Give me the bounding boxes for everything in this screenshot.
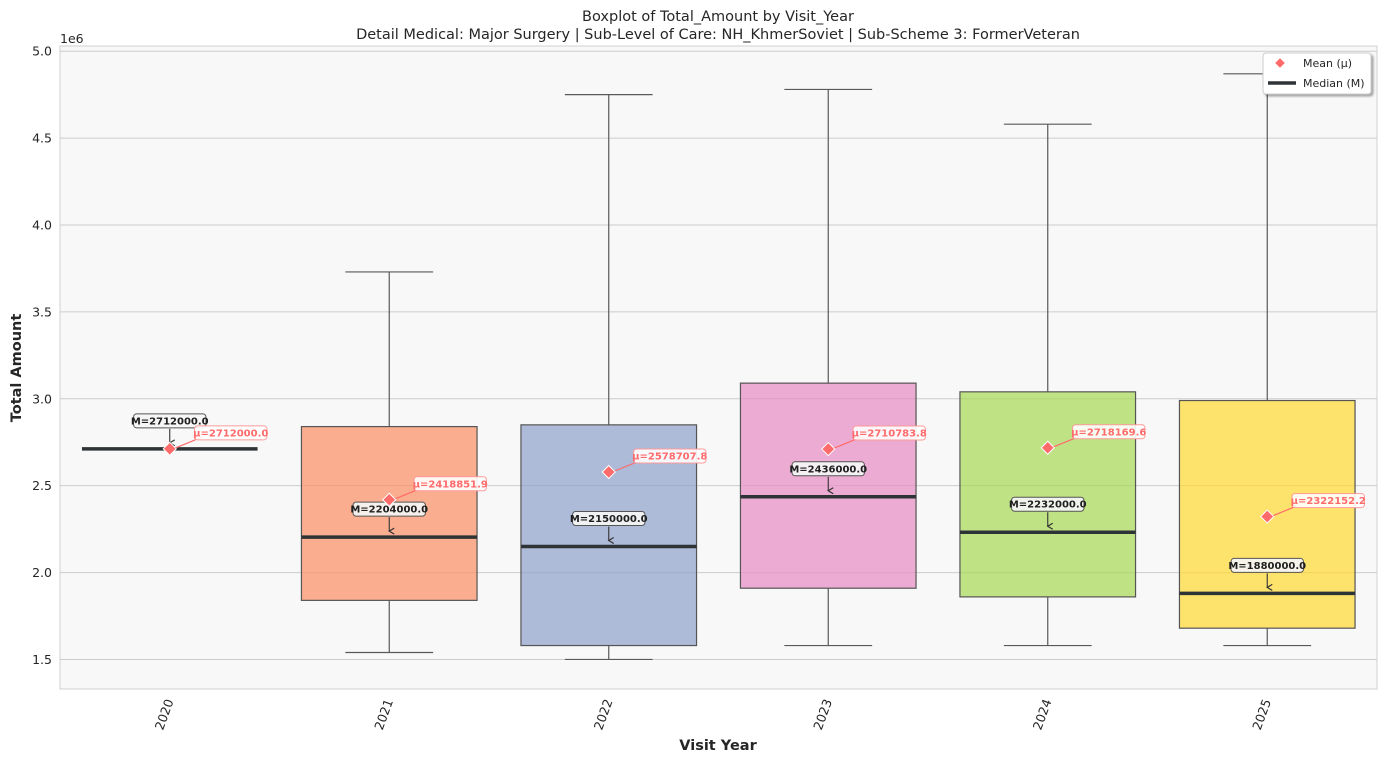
mean-marker [1260, 509, 1275, 524]
box-2024 [959, 391, 1137, 598]
mean-label: μ=2322152.2 [1291, 496, 1366, 507]
x-tick-label: 2020 [152, 697, 177, 732]
median-label: M=2150000.0 [570, 514, 648, 525]
median-label: M=2712000.0 [131, 416, 209, 427]
legend-mean-marker [1273, 56, 1287, 70]
mean-label-box [413, 476, 487, 492]
x-tick-label: 2022 [591, 697, 616, 732]
y-tick-label: 2.5 [32, 478, 52, 493]
y-tick-label: 1.5 [32, 652, 52, 667]
mean-marker [382, 492, 397, 507]
y-tick-label: 4.5 [32, 131, 52, 146]
y-axis-label: Total Amount [9, 314, 25, 423]
mean-label: μ=2718169.6 [1071, 427, 1146, 438]
grid-lines [60, 50, 1377, 660]
mean-label: μ=2418851.9 [413, 479, 488, 490]
median-label: M=2204000.0 [350, 505, 428, 516]
x-tick-label: 2023 [810, 697, 835, 732]
median-label-box [133, 413, 207, 429]
mean-label: μ=2710783.8 [852, 429, 927, 440]
chart-subtitle: Detail Medical: Major Surgery | Sub-Leve… [356, 27, 1080, 43]
mean-label: μ=2578707.8 [632, 451, 707, 462]
plot-area [59, 45, 1378, 690]
x-tick-label: 2024 [1030, 697, 1055, 732]
median-label: M=1880000.0 [1228, 561, 1306, 572]
mean-marker [601, 464, 616, 480]
chart-title: Boxplot of Total_Amount by Visit_Year [582, 9, 854, 25]
median-label-box [791, 461, 865, 477]
mean-label-box [1072, 424, 1146, 440]
median-label: M=2436000.0 [789, 464, 867, 475]
annotations: M=2712000.0μ=2712000.0 M=2204000.0 μ=24188… [131, 413, 1366, 591]
x-tick-label: 2021 [371, 697, 396, 732]
mean-marker [1040, 440, 1055, 455]
median-label-box [1230, 557, 1304, 573]
median-label: M=2232000.0 [1009, 500, 1087, 511]
y-offset-label: 1e6 [60, 31, 84, 46]
mean-label-box [194, 425, 268, 441]
y-tick-label: 5.0 [32, 44, 52, 59]
y-tick-label: 2.0 [32, 565, 52, 580]
median-label-box [572, 510, 646, 526]
mean-label-box [633, 448, 707, 464]
y-tick-label: 3.0 [32, 391, 52, 406]
x-axis-label: Visit Year [679, 738, 757, 754]
mean-label-box [852, 425, 926, 441]
y-tick-label: 3.5 [32, 304, 52, 319]
legend-mean-label: Mean (μ) [1303, 57, 1352, 70]
mean-marker [162, 441, 177, 457]
legend-median-label: Median (M) [1303, 77, 1365, 90]
mean-label-box [1291, 493, 1365, 509]
mean-marker [821, 441, 836, 457]
x-tick-label: 2025 [1249, 697, 1274, 732]
y-tick-label: 4.0 [32, 217, 52, 232]
median-label-box [1011, 496, 1085, 512]
legend: Mean (μ) Median (M) [1262, 52, 1372, 95]
mean-label: μ=2712000.0 [193, 428, 268, 439]
